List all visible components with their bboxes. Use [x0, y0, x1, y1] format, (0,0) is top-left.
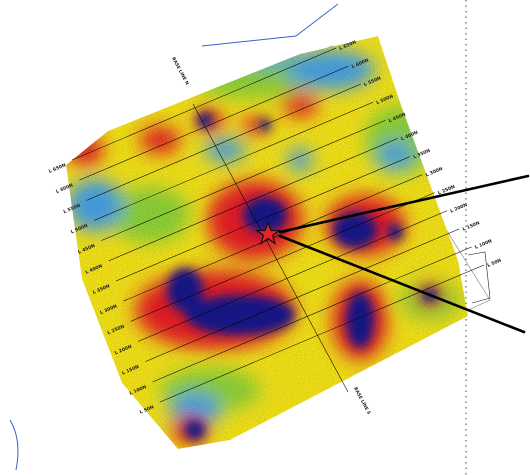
survey-line	[115, 156, 411, 282]
survey-line	[145, 228, 460, 362]
line-label-right: L 200N	[449, 202, 468, 215]
survey-line	[79, 65, 349, 181]
target-star-icon[interactable]	[255, 221, 281, 245]
survey-line	[86, 83, 361, 201]
line-label-right: L 300N	[425, 166, 444, 179]
survey-line	[108, 138, 398, 262]
line-label-right: L 150N	[462, 220, 481, 233]
line-label-left: L 50N	[139, 404, 155, 415]
baselines	[192, 103, 349, 393]
survey-line	[152, 246, 472, 383]
baseline-label-south: BASE LINE S	[352, 386, 371, 416]
line-label-right: L 100N	[474, 238, 493, 251]
survey-line	[130, 192, 435, 322]
scale-bracket	[467, 251, 491, 304]
line-label-right: L 50N	[486, 257, 502, 268]
survey-line	[71, 47, 337, 161]
trace-lines	[9, 3, 339, 471]
survey-line	[93, 101, 374, 221]
heatmap	[66, 36, 468, 449]
survey-line	[159, 264, 485, 403]
survey-line	[101, 120, 386, 241]
baseline-label-north: BASE LINE N	[170, 56, 190, 86]
pointer-arrows	[278, 174, 530, 334]
survey-line	[137, 210, 448, 342]
line-label-left: L 650N	[48, 162, 67, 175]
